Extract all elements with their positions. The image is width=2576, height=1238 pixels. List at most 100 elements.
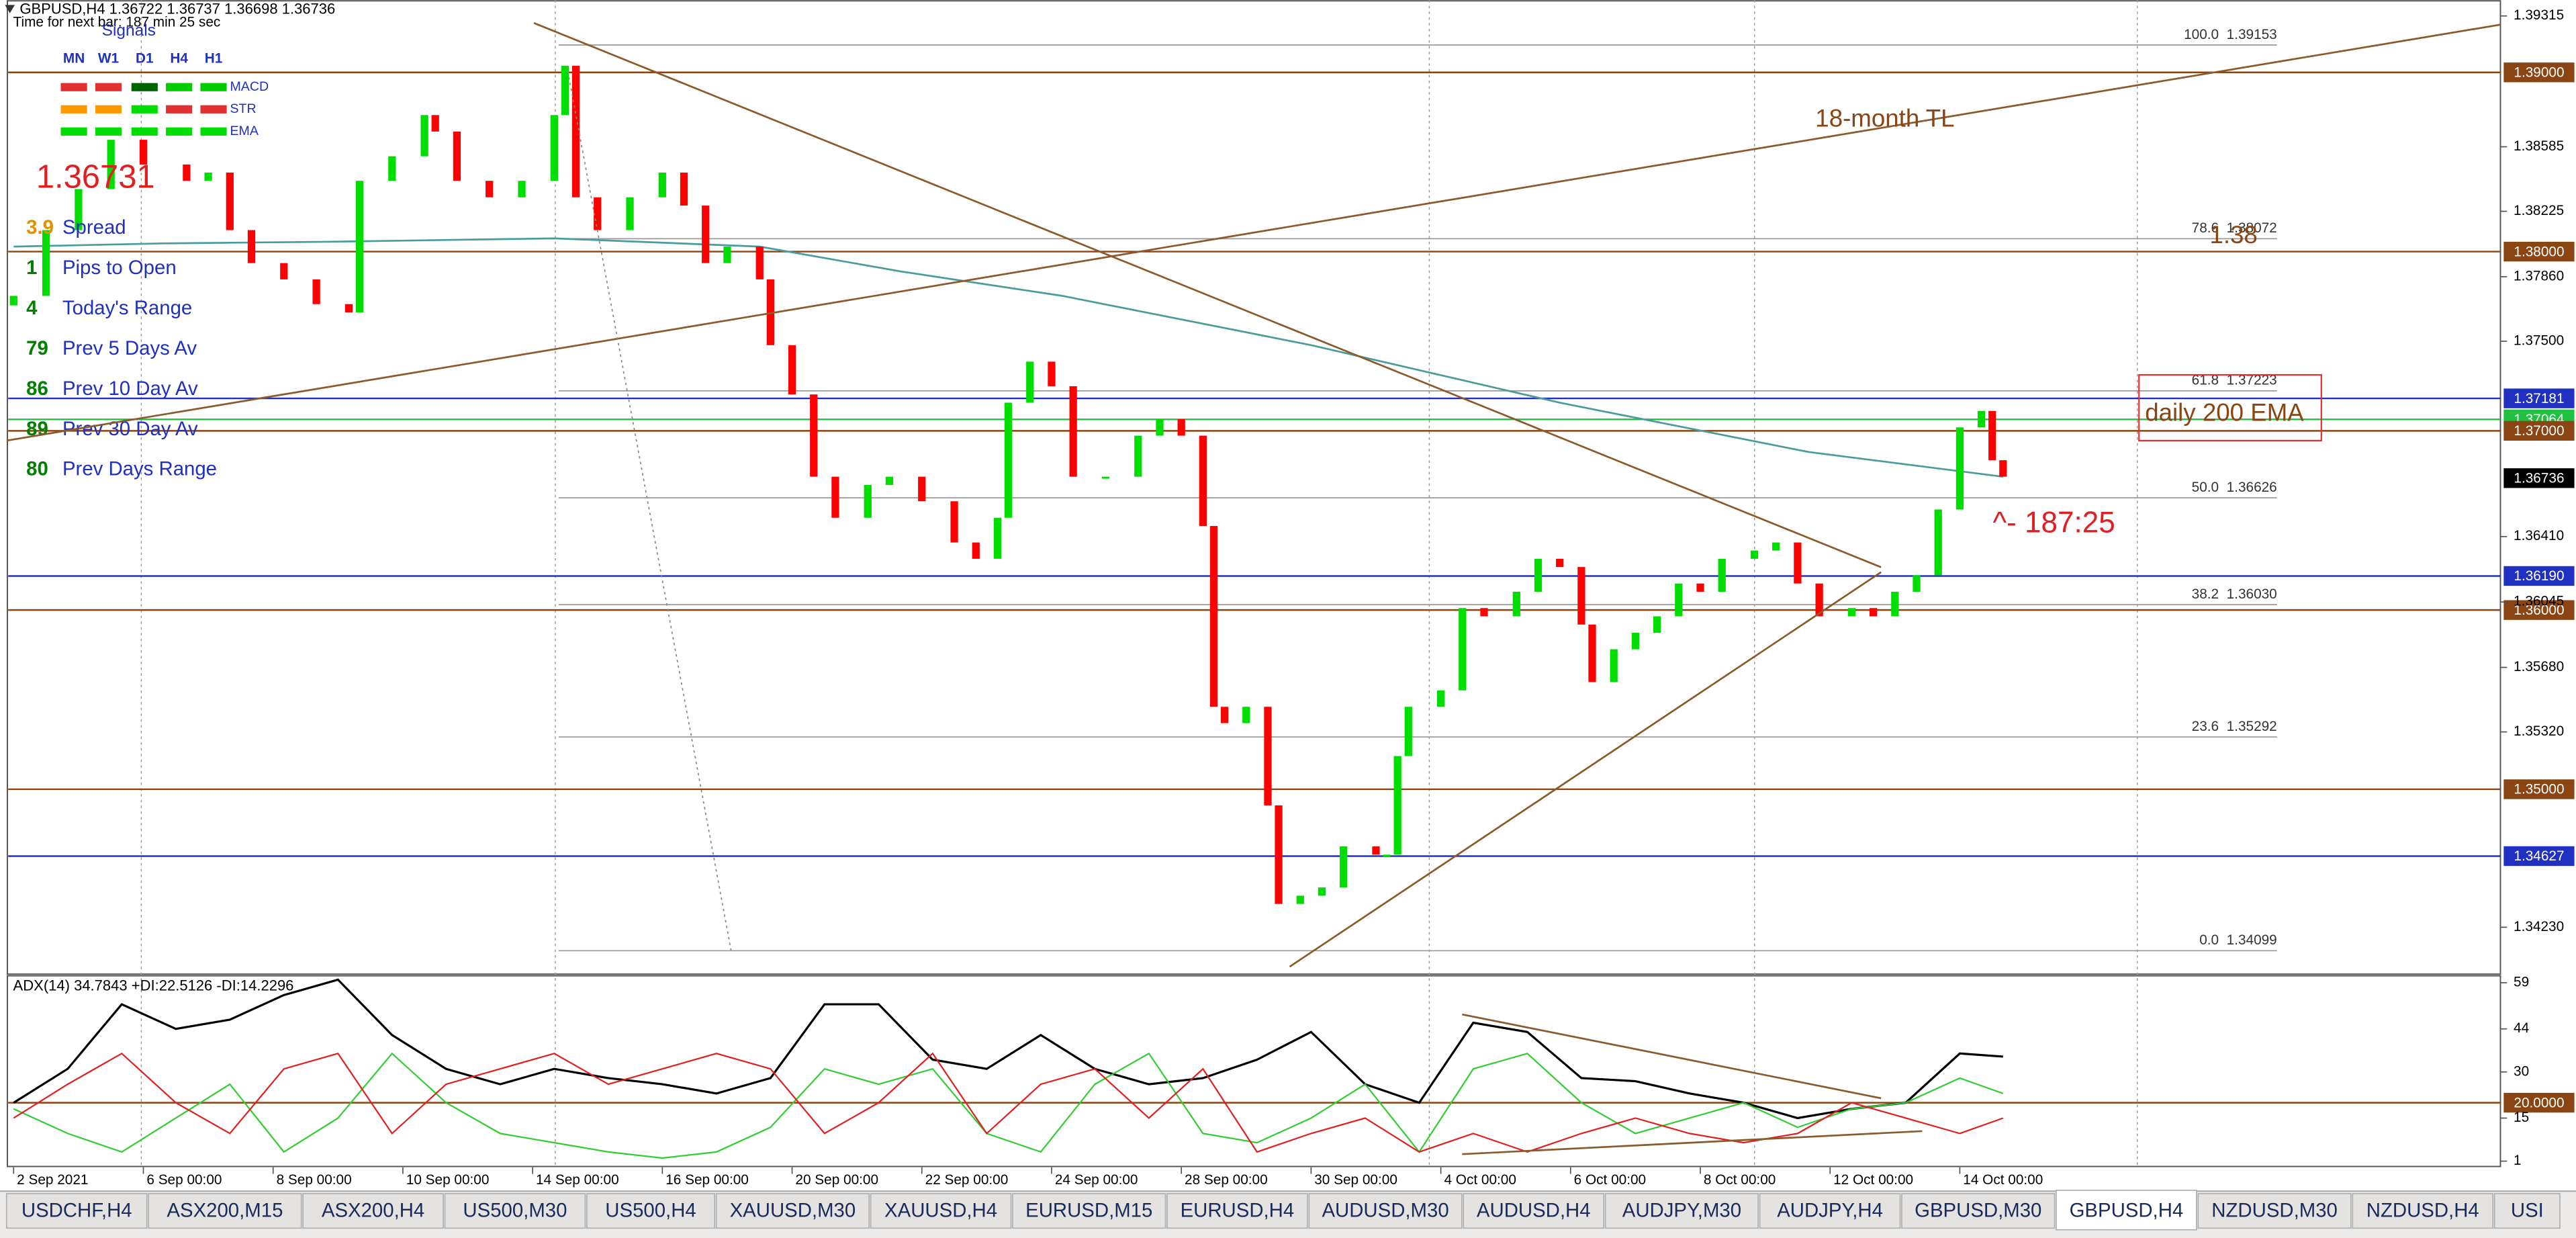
tab-label[interactable]: GBPUSD,M30 bbox=[1915, 1200, 2041, 1222]
tab[interactable] bbox=[1463, 1193, 1605, 1229]
tab[interactable] bbox=[2197, 1193, 2352, 1229]
tab-label[interactable]: XAUUSD,M30 bbox=[730, 1200, 856, 1222]
y-tick-label: 1.36045 bbox=[2514, 594, 2564, 609]
tab-label[interactable]: AUDJPY,M30 bbox=[1622, 1200, 1741, 1222]
adx-line bbox=[13, 978, 2003, 1120]
timeframe-label: MN bbox=[63, 51, 85, 67]
candle-body bbox=[1631, 633, 1640, 650]
tab[interactable] bbox=[148, 1193, 302, 1229]
tab[interactable] bbox=[1759, 1193, 1901, 1229]
signal-cell bbox=[95, 83, 122, 91]
tab[interactable] bbox=[1012, 1193, 1166, 1229]
candle-body bbox=[1156, 419, 1164, 436]
tab[interactable] bbox=[2493, 1193, 2561, 1229]
tab-label[interactable]: EURUSD,M15 bbox=[1025, 1200, 1152, 1222]
price-level-label: 1.34627 bbox=[2514, 848, 2564, 864]
signal-cell bbox=[95, 105, 122, 114]
timeframe-label: W1 bbox=[98, 51, 119, 67]
y-tick-label: 1.35680 bbox=[2514, 659, 2564, 674]
indicator-label: MACD bbox=[230, 79, 269, 94]
candle-body bbox=[1815, 583, 1823, 617]
tab[interactable] bbox=[586, 1193, 716, 1229]
x-tick-label: 14 Oct 00:00 bbox=[1963, 1172, 2043, 1188]
x-tick-label: 30 Sep 00:00 bbox=[1314, 1172, 1397, 1188]
signal-cell bbox=[131, 105, 158, 114]
tab-label[interactable]: AUDUSD,H4 bbox=[1477, 1200, 1591, 1222]
candle-body bbox=[1653, 616, 1661, 633]
tab[interactable] bbox=[5, 1193, 148, 1229]
candle-body bbox=[810, 394, 818, 477]
candle-body bbox=[75, 189, 83, 230]
candle-body bbox=[1242, 707, 1250, 723]
candle-body bbox=[918, 476, 926, 502]
tab-label[interactable]: XAUUSD,H4 bbox=[884, 1200, 997, 1222]
candle-body bbox=[1264, 707, 1272, 805]
candle-body bbox=[788, 345, 796, 395]
signal-cell bbox=[131, 83, 158, 91]
tab-label[interactable]: USI bbox=[2511, 1200, 2544, 1222]
tab-label[interactable]: ASX200,M15 bbox=[167, 1200, 283, 1222]
candle-body bbox=[1913, 575, 1921, 592]
candle-body bbox=[1404, 707, 1412, 756]
annotation: 1.38 bbox=[2209, 221, 2257, 249]
bid-label: 1.36736 bbox=[2514, 471, 2564, 486]
tab[interactable] bbox=[870, 1193, 1012, 1229]
tab[interactable] bbox=[1308, 1193, 1463, 1229]
candle-body bbox=[1977, 410, 1986, 428]
tab-label[interactable]: AUDJPY,H4 bbox=[1777, 1200, 1883, 1222]
timeframe-label: H4 bbox=[170, 51, 188, 67]
tab[interactable] bbox=[302, 1193, 444, 1229]
candle-body bbox=[280, 263, 288, 279]
price-level-box bbox=[2503, 566, 2575, 586]
candle-body bbox=[107, 140, 115, 189]
candle-body bbox=[755, 247, 764, 279]
candle-body bbox=[993, 517, 1002, 559]
fib-label: 100.0 1.39153 bbox=[2184, 27, 2277, 42]
candle-body bbox=[1847, 608, 1856, 617]
signal-cell bbox=[166, 105, 193, 114]
tab-label[interactable]: GBPUSD,H4 bbox=[2070, 1200, 2184, 1222]
y-tick-label: 1.38225 bbox=[2514, 203, 2564, 218]
x-tick-label: 28 Sep 00:00 bbox=[1185, 1172, 1268, 1188]
candle-body bbox=[723, 247, 731, 263]
stat-value: 79 bbox=[26, 337, 48, 359]
tab[interactable] bbox=[715, 1193, 870, 1229]
candle-body bbox=[1383, 854, 1391, 857]
stat-label: Pips to Open bbox=[62, 257, 177, 279]
tab[interactable] bbox=[2056, 1190, 2197, 1231]
candle-body bbox=[1069, 386, 1077, 477]
candle-body bbox=[1869, 608, 1878, 617]
y-tick-label: 59 bbox=[2514, 974, 2529, 989]
tab-label[interactable]: US500,M30 bbox=[463, 1200, 567, 1222]
tab-label[interactable]: EURUSD,H4 bbox=[1181, 1200, 1295, 1222]
tab[interactable] bbox=[1166, 1193, 1308, 1229]
price-level-label: 1.38000 bbox=[2514, 244, 2564, 259]
candle-body bbox=[388, 156, 396, 181]
price-level-label: 1.36190 bbox=[2514, 568, 2564, 584]
candle-body bbox=[1209, 526, 1218, 707]
candle-body bbox=[139, 140, 148, 165]
signal-cell bbox=[60, 127, 87, 136]
candle-body bbox=[1026, 361, 1034, 403]
tab[interactable] bbox=[1901, 1193, 2056, 1229]
stat-label: Today's Range bbox=[62, 297, 192, 319]
annotation: daily 200 EMA bbox=[2145, 398, 2304, 426]
tab[interactable] bbox=[2352, 1193, 2494, 1229]
tab[interactable] bbox=[1604, 1193, 1759, 1229]
candle-body bbox=[1934, 509, 1942, 576]
signal-cell bbox=[95, 127, 122, 136]
candle-body bbox=[1372, 846, 1380, 855]
tab-label[interactable]: NZDUSD,H4 bbox=[2366, 1200, 2479, 1222]
tab[interactable] bbox=[444, 1193, 586, 1229]
tab-label[interactable]: US500,H4 bbox=[605, 1200, 696, 1222]
tab-label[interactable]: USDCHF,H4 bbox=[21, 1200, 132, 1222]
signal-cell bbox=[200, 105, 227, 114]
adx-line bbox=[13, 1052, 2004, 1159]
tab-label[interactable]: AUDUSD,M30 bbox=[1322, 1200, 1448, 1222]
stat-label: Prev 10 Day Av bbox=[62, 378, 198, 400]
bid-box bbox=[2503, 468, 2575, 488]
price-level-box bbox=[2503, 779, 2575, 799]
timeframe-label: H1 bbox=[205, 51, 223, 67]
tab-label[interactable]: NZDUSD,M30 bbox=[2211, 1200, 2338, 1222]
tab-label[interactable]: ASX200,H4 bbox=[322, 1200, 424, 1222]
